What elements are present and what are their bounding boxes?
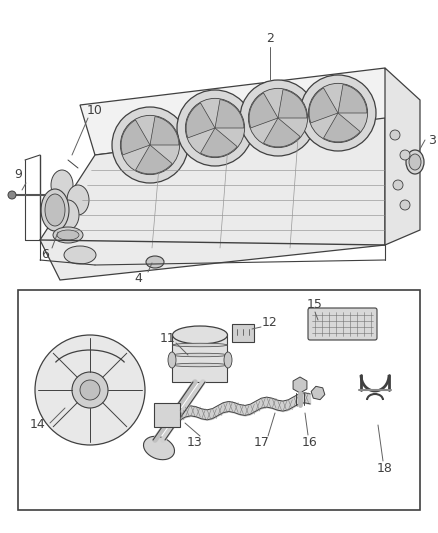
- Wedge shape: [121, 120, 150, 155]
- Text: 10: 10: [87, 103, 103, 117]
- Polygon shape: [80, 68, 400, 155]
- Wedge shape: [201, 128, 237, 157]
- Ellipse shape: [173, 326, 227, 344]
- Circle shape: [8, 191, 16, 199]
- Circle shape: [308, 83, 367, 143]
- Ellipse shape: [173, 353, 227, 357]
- Ellipse shape: [406, 150, 424, 174]
- Text: 18: 18: [377, 462, 393, 474]
- Ellipse shape: [224, 352, 232, 368]
- Circle shape: [120, 115, 180, 175]
- Ellipse shape: [168, 352, 176, 368]
- Circle shape: [400, 200, 410, 210]
- Ellipse shape: [144, 437, 174, 459]
- Circle shape: [240, 80, 316, 156]
- Circle shape: [185, 99, 245, 158]
- Wedge shape: [309, 88, 338, 123]
- Circle shape: [80, 380, 100, 400]
- Ellipse shape: [57, 230, 79, 240]
- Text: 13: 13: [187, 437, 203, 449]
- FancyBboxPatch shape: [18, 290, 420, 510]
- Circle shape: [393, 180, 403, 190]
- Polygon shape: [40, 118, 385, 280]
- Text: 6: 6: [41, 248, 49, 262]
- Circle shape: [300, 75, 376, 151]
- Text: 2: 2: [266, 31, 274, 44]
- Circle shape: [35, 335, 145, 445]
- Ellipse shape: [67, 185, 89, 215]
- Text: 15: 15: [307, 298, 323, 311]
- Ellipse shape: [173, 343, 227, 347]
- Ellipse shape: [45, 194, 65, 226]
- Text: 12: 12: [262, 317, 278, 329]
- Wedge shape: [215, 100, 244, 128]
- Circle shape: [400, 150, 410, 160]
- Wedge shape: [186, 103, 215, 138]
- Wedge shape: [249, 93, 278, 128]
- Ellipse shape: [64, 246, 96, 264]
- Text: 4: 4: [134, 271, 142, 285]
- FancyBboxPatch shape: [154, 403, 180, 427]
- Ellipse shape: [53, 227, 83, 243]
- Text: 16: 16: [302, 437, 318, 449]
- FancyBboxPatch shape: [172, 335, 227, 382]
- Polygon shape: [385, 68, 420, 245]
- Ellipse shape: [146, 256, 164, 268]
- Text: 11: 11: [160, 332, 176, 344]
- Wedge shape: [135, 145, 172, 174]
- Ellipse shape: [173, 363, 227, 367]
- Ellipse shape: [57, 200, 79, 230]
- FancyBboxPatch shape: [232, 324, 254, 342]
- Text: 14: 14: [30, 418, 46, 432]
- Circle shape: [112, 107, 188, 183]
- Circle shape: [177, 90, 253, 166]
- Text: 17: 17: [254, 437, 270, 449]
- Text: 3: 3: [428, 133, 436, 147]
- Wedge shape: [150, 117, 179, 145]
- Circle shape: [248, 88, 307, 148]
- FancyBboxPatch shape: [308, 308, 377, 340]
- Wedge shape: [264, 118, 300, 147]
- Wedge shape: [324, 113, 360, 142]
- Ellipse shape: [409, 154, 421, 170]
- Wedge shape: [338, 85, 367, 113]
- Circle shape: [72, 372, 108, 408]
- Ellipse shape: [41, 189, 69, 231]
- Circle shape: [390, 130, 400, 140]
- Text: 9: 9: [14, 168, 22, 182]
- Wedge shape: [278, 90, 307, 118]
- Ellipse shape: [51, 170, 73, 200]
